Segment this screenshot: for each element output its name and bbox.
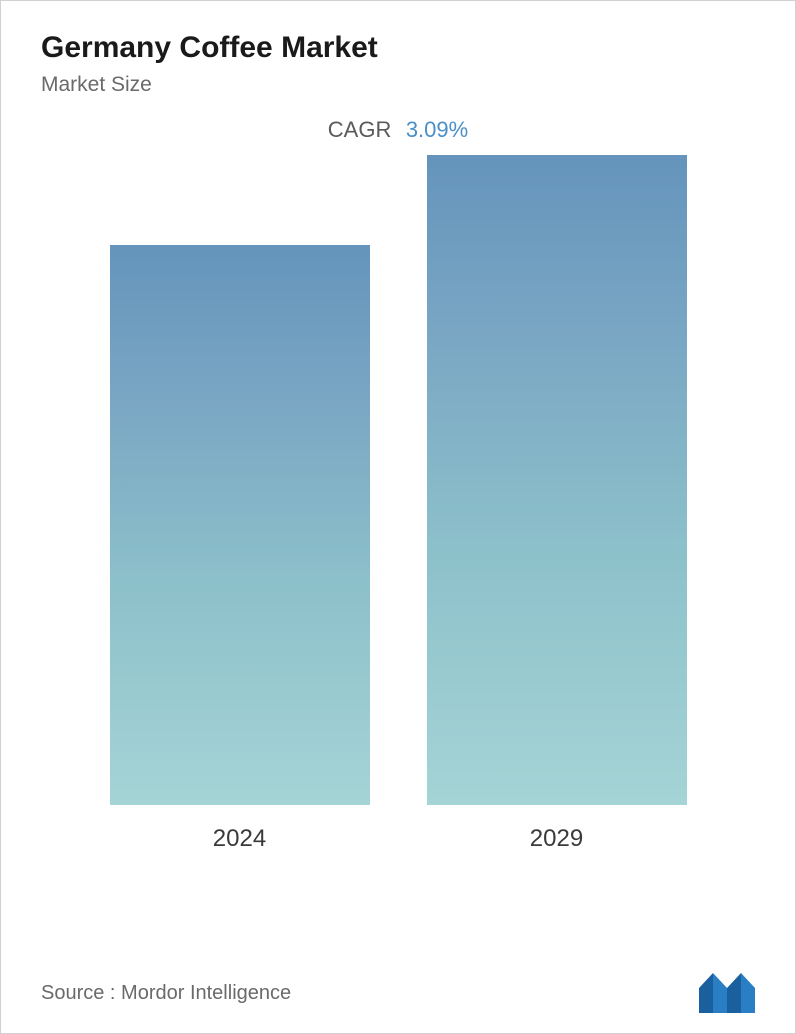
bar-0 <box>110 245 370 805</box>
source-text: Source : Mordor Intelligence <box>41 982 291 1005</box>
footer: Source : Mordor Intelligence <box>41 973 755 1013</box>
bar-wrapper-0: 2024 <box>110 245 370 853</box>
bar-1 <box>427 155 687 805</box>
bar-wrapper-1: 2029 <box>427 155 687 853</box>
cagr-row: CAGR 3.09% <box>41 117 755 143</box>
bar-label-0: 2024 <box>213 825 266 853</box>
page-subtitle: Market Size <box>41 73 755 97</box>
logo-icon <box>699 973 755 1013</box>
bar-label-1: 2029 <box>530 825 583 853</box>
cagr-label: CAGR <box>328 117 392 142</box>
chart-area: 2024 2029 <box>41 173 755 853</box>
page-title: Germany Coffee Market <box>41 31 755 65</box>
chart-container: Germany Coffee Market Market Size CAGR 3… <box>0 0 796 1034</box>
cagr-value: 3.09% <box>406 117 468 142</box>
